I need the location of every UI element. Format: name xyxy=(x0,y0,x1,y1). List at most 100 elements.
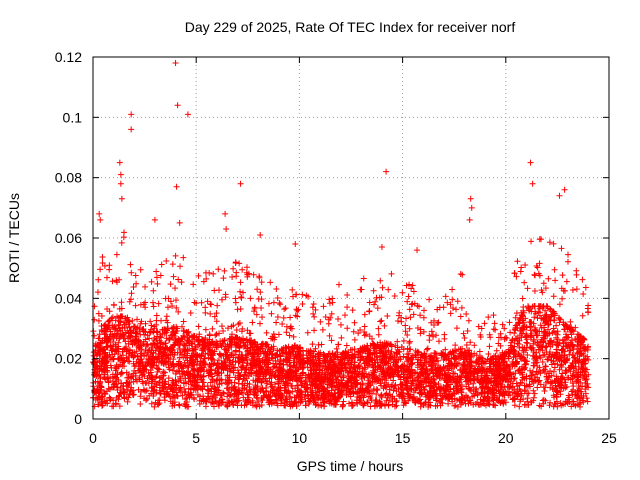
data-point xyxy=(337,367,344,374)
data-point xyxy=(514,393,521,400)
data-point xyxy=(501,325,508,332)
data-point xyxy=(207,300,214,307)
data-point xyxy=(202,304,209,311)
data-point xyxy=(543,373,550,380)
data-point xyxy=(358,397,365,404)
data-point xyxy=(490,389,497,396)
data-point xyxy=(557,400,564,407)
data-point xyxy=(385,347,392,354)
data-point xyxy=(167,281,174,288)
data-point xyxy=(360,392,367,399)
data-point xyxy=(282,350,289,357)
data-point xyxy=(259,314,266,321)
data-point xyxy=(277,395,284,402)
data-point xyxy=(536,260,543,267)
data-point xyxy=(294,307,301,314)
data-point xyxy=(516,332,523,339)
data-point xyxy=(125,394,132,401)
data-point xyxy=(572,358,579,365)
data-point xyxy=(299,301,306,308)
data-point xyxy=(134,324,141,331)
data-point xyxy=(541,314,548,321)
data-point xyxy=(478,360,485,367)
data-point xyxy=(546,349,553,356)
data-point xyxy=(150,391,157,398)
data-point xyxy=(355,330,362,337)
data-point xyxy=(321,388,328,395)
data-point xyxy=(428,367,435,374)
data-point xyxy=(356,394,363,401)
data-point xyxy=(158,353,165,360)
data-point xyxy=(256,358,263,365)
data-point xyxy=(160,368,167,375)
data-point xyxy=(378,393,385,400)
data-point xyxy=(405,293,412,300)
data-point xyxy=(169,328,176,335)
data-point xyxy=(167,362,174,369)
data-point xyxy=(90,352,97,359)
data-point xyxy=(312,306,319,313)
data-point xyxy=(387,364,394,371)
data-point xyxy=(333,379,340,386)
data-point xyxy=(279,321,286,328)
data-point xyxy=(532,272,539,279)
data-point xyxy=(304,329,311,336)
data-point xyxy=(126,390,133,397)
data-point xyxy=(333,345,340,352)
data-point xyxy=(440,388,447,395)
data-point xyxy=(429,362,436,369)
data-point xyxy=(232,299,239,306)
data-point xyxy=(263,329,270,336)
data-point xyxy=(272,381,279,388)
data-point xyxy=(101,366,108,373)
data-point xyxy=(514,340,521,347)
data-point xyxy=(363,331,370,338)
data-point xyxy=(169,382,176,389)
data-point xyxy=(99,254,106,261)
data-point xyxy=(253,311,260,318)
data-point xyxy=(526,306,533,313)
data-point xyxy=(459,349,466,356)
data-point xyxy=(524,340,531,347)
data-point xyxy=(159,326,166,333)
data-point xyxy=(444,378,451,385)
data-point xyxy=(519,295,526,302)
data-point xyxy=(359,401,366,408)
data-point xyxy=(546,402,553,409)
data-point xyxy=(485,314,492,321)
data-point xyxy=(354,380,361,387)
data-point xyxy=(393,349,400,356)
data-point xyxy=(214,377,221,384)
data-point xyxy=(155,365,162,372)
data-point xyxy=(260,350,267,357)
data-point xyxy=(523,332,530,339)
data-point xyxy=(468,350,475,357)
data-point xyxy=(560,385,567,392)
data-point xyxy=(232,334,239,341)
data-point xyxy=(481,320,488,327)
data-point xyxy=(461,335,468,342)
data-point xyxy=(348,361,355,368)
data-point xyxy=(289,286,296,293)
data-point xyxy=(130,378,137,385)
data-point xyxy=(409,377,416,384)
data-point xyxy=(565,374,572,381)
data-point xyxy=(551,328,558,335)
data-point xyxy=(568,337,575,344)
data-point xyxy=(137,393,144,400)
data-point xyxy=(131,323,138,330)
data-point xyxy=(244,391,251,398)
data-point xyxy=(313,370,320,377)
data-point xyxy=(457,401,464,408)
data-point xyxy=(196,393,203,400)
data-point xyxy=(346,375,353,382)
data-point xyxy=(435,319,442,326)
data-point xyxy=(145,380,152,387)
data-point xyxy=(434,386,441,393)
data-point xyxy=(448,360,455,367)
data-point xyxy=(477,396,484,403)
data-point xyxy=(556,301,563,308)
data-point xyxy=(408,380,415,387)
data-point xyxy=(492,402,499,409)
data-point xyxy=(399,289,406,296)
